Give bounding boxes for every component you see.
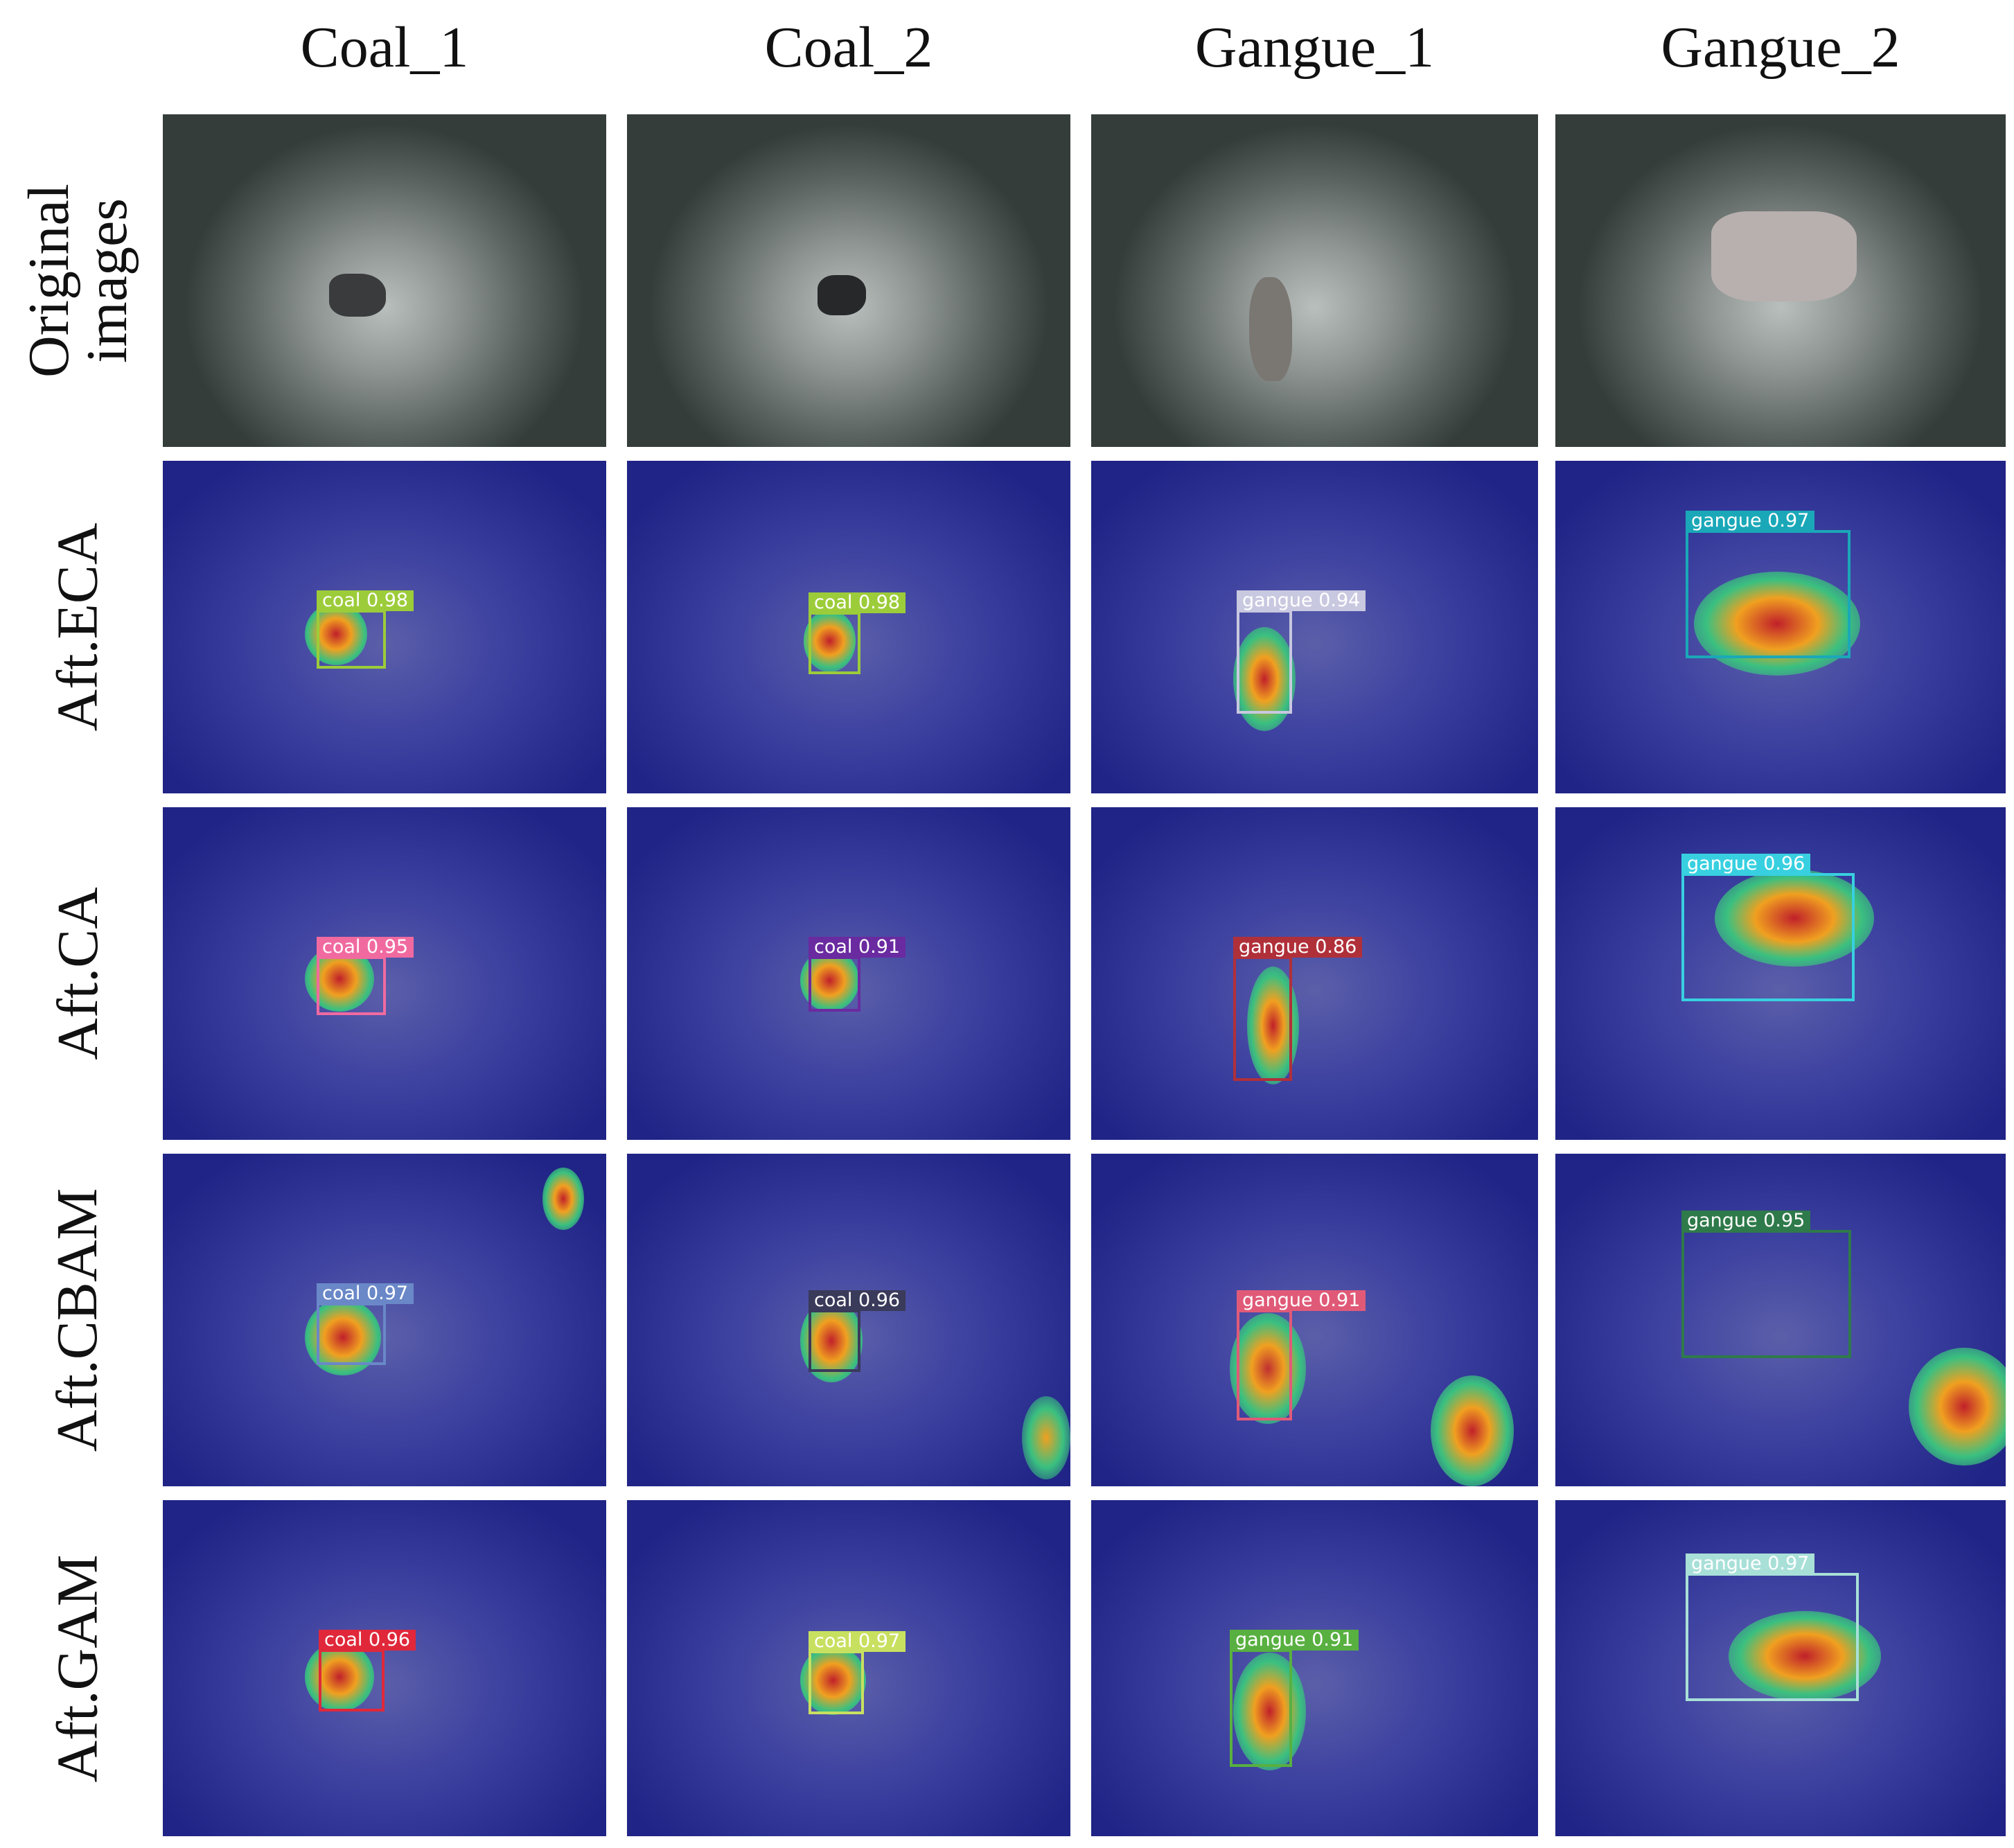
column-header-gangue-1: Gangue_1	[1194, 15, 1435, 80]
gangue-rock	[1249, 277, 1292, 381]
detection-label: coal 0.98	[809, 592, 906, 613]
detection-label: coal 0.98	[317, 590, 414, 611]
original-image-gangue-2	[1555, 114, 2006, 447]
coal-rock	[818, 275, 866, 315]
heat-blob	[1230, 1313, 1306, 1424]
detection-label: gangue 0.86	[1233, 937, 1363, 958]
heat-blob	[1431, 1375, 1514, 1486]
heat-blob	[305, 603, 367, 665]
heatmap-gam-gangue-1: gangue 0.91	[1091, 1500, 1538, 1836]
original-image-gangue-1	[1091, 114, 1538, 447]
heatmap-gam-coal-1: coal 0.96	[163, 1500, 606, 1836]
detection-label: gangue 0.91	[1237, 1290, 1366, 1311]
heatmap-eca-coal-2: coal 0.98	[627, 461, 1070, 793]
detection-box	[809, 612, 860, 674]
detection-label: gangue 0.91	[1230, 1630, 1359, 1651]
row-label-line-1: Original	[16, 184, 81, 378]
heatmap-cbam-gangue-1: gangue 0.91	[1091, 1154, 1538, 1486]
heat-blob	[804, 610, 856, 672]
detection-label: gangue 0.97	[1686, 1554, 1815, 1574]
heatmap-ca-coal-2: coal 0.91	[627, 807, 1070, 1140]
detection-box	[1237, 610, 1292, 714]
detection-label: gangue 0.96	[1681, 854, 1811, 874]
heat-blob	[1233, 1653, 1306, 1770]
detection-box	[319, 1649, 385, 1711]
detection-label: gangue 0.95	[1681, 1211, 1811, 1231]
detection-box	[1681, 1230, 1851, 1358]
detection-box	[1237, 1310, 1292, 1420]
heatmap-eca-gangue-1: gangue 0.94	[1091, 461, 1538, 793]
heatmap-ca-gangue-2: gangue 0.96	[1555, 807, 2006, 1140]
column-header-gangue-2: Gangue_2	[1661, 15, 1900, 80]
row-label-ca: Aft.CA	[45, 887, 110, 1060]
heatmap-cbam-gangue-2: gangue 0.95	[1555, 1154, 2006, 1486]
detection-label: gangue 0.94	[1237, 590, 1366, 611]
detection-box	[1230, 1649, 1292, 1767]
coal-rock	[329, 274, 386, 317]
row-label-cbam: Aft.CBAM	[45, 1188, 110, 1452]
gangue-rock	[1711, 211, 1857, 301]
heatmap-cbam-coal-1: coal 0.97	[163, 1154, 606, 1486]
row-label-line-2: images	[74, 198, 139, 363]
detection-box	[1686, 530, 1850, 658]
detection-box	[1681, 873, 1855, 1001]
detection-box	[317, 956, 386, 1015]
row-label-eca: Aft.ECA	[45, 522, 110, 732]
detection-box	[1233, 956, 1292, 1081]
heat-blob	[1909, 1348, 2006, 1466]
detection-label: coal 0.97	[809, 1631, 906, 1652]
detection-box	[1686, 1573, 1859, 1701]
heatmap-cbam-coal-2: coal 0.96	[627, 1154, 1070, 1486]
heatmap-eca-coal-1: coal 0.98	[163, 461, 606, 793]
column-header-coal-2: Coal_2	[764, 15, 933, 80]
detection-label: coal 0.95	[317, 937, 414, 958]
heat-blob	[1022, 1396, 1070, 1479]
heatmap-eca-gangue-2: gangue 0.97	[1555, 461, 2006, 793]
heat-blob	[305, 1642, 374, 1711]
heatmap-ca-coal-1: coal 0.95	[163, 807, 606, 1140]
detection-box	[809, 1651, 864, 1714]
heat-blob	[1694, 572, 1860, 676]
heat-blob	[1233, 627, 1296, 731]
row-label-gam: Aft.GAM	[45, 1554, 110, 1782]
heatmap-ca-gangue-1: gangue 0.86	[1091, 807, 1538, 1140]
detection-label: coal 0.96	[319, 1630, 416, 1651]
heatmap-gam-gangue-2: gangue 0.97	[1555, 1500, 2006, 1836]
row-label-original: Original images	[0, 114, 156, 447]
detection-box	[809, 1310, 860, 1372]
original-image-coal-2	[627, 114, 1070, 447]
detection-label: coal 0.91	[809, 937, 906, 958]
detection-box	[317, 610, 386, 669]
detection-box	[809, 956, 860, 1012]
column-header-coal-1: Coal_1	[300, 15, 469, 80]
heatmap-gam-coal-2: coal 0.97	[627, 1500, 1070, 1836]
original-image-coal-1	[163, 114, 606, 447]
heat-blob	[1729, 1611, 1881, 1701]
detection-label: coal 0.97	[317, 1283, 414, 1304]
detection-label: gangue 0.97	[1686, 511, 1815, 531]
heat-blob	[542, 1168, 584, 1230]
detection-box	[317, 1303, 386, 1365]
heat-blob	[1715, 870, 1874, 967]
detection-label: coal 0.96	[809, 1290, 906, 1311]
